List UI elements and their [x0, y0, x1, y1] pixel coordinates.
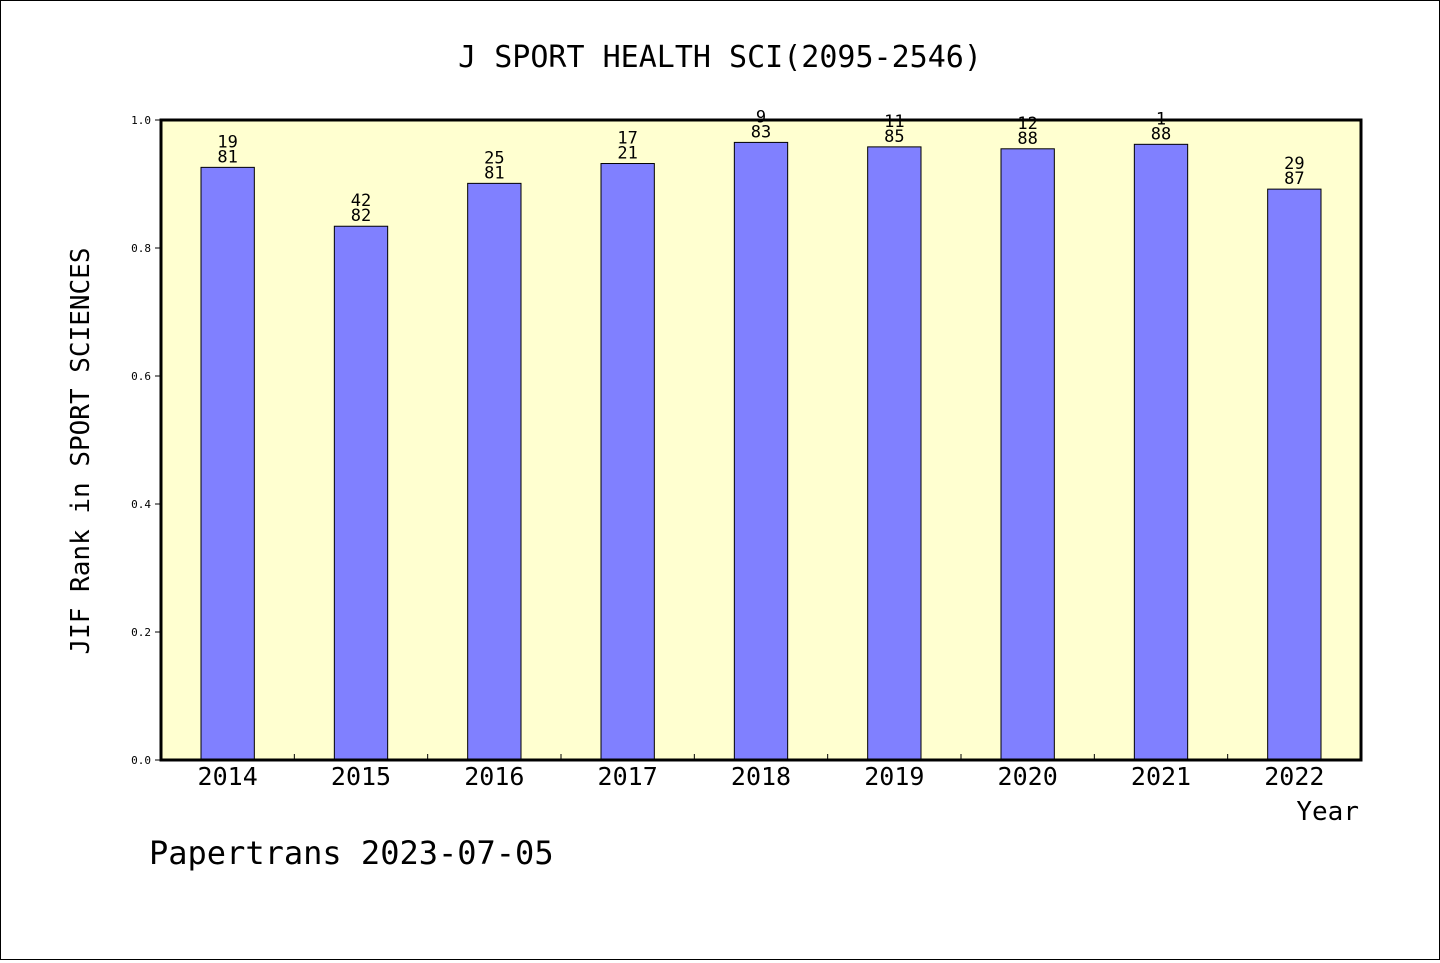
y-tick-label-0.0: 0.0: [131, 754, 151, 767]
x-ticks-group: 2014 2015 2016 2017 2018 2019 2020 2021 2022: [198, 754, 1324, 791]
x-tick-label-2020: 2020: [998, 762, 1058, 791]
bars-group: [200, 141, 1322, 761]
bar-label-bottom-2019: 85: [884, 127, 904, 147]
y-ticks-group: 0.0 0.2 0.4 0.6 0.8 1.0: [131, 114, 161, 767]
x-tick-label-2015: 2015: [331, 762, 391, 791]
bar-label-bottom-2020: 88: [1017, 129, 1037, 149]
x-tick-label-2022: 2022: [1264, 762, 1324, 791]
bar-label-top-2018: 9: [756, 107, 766, 127]
x-tick-label-2021: 2021: [1131, 762, 1191, 791]
bar-label-top-2016: 25: [484, 148, 504, 168]
bar-2016: [467, 182, 522, 761]
bar-2018: [733, 141, 789, 761]
bar-label-bottom-2014: 81: [217, 147, 237, 167]
bar-label-top-2022: 29: [1284, 154, 1304, 174]
x-tick-label-2018: 2018: [731, 762, 791, 791]
bar-2014: [200, 166, 255, 761]
bar-2022: [1267, 188, 1322, 761]
bar-label-bottom-2018: 83: [751, 122, 771, 142]
bar-label-bottom-2017: 21: [617, 144, 637, 164]
x-axis-title: Year: [1296, 797, 1359, 827]
y-tick-label-0.4: 0.4: [131, 498, 151, 511]
bar-2021: [1133, 143, 1189, 761]
bar-2019: [867, 146, 922, 761]
y-tick-label-0.6: 0.6: [131, 370, 151, 383]
bar-label-bottom-2022: 87: [1284, 169, 1304, 189]
bar-label-bottom-2021: 88: [1151, 124, 1171, 144]
chart-title: J SPORT HEALTH SCI(2095-2546): [458, 40, 982, 75]
x-tick-label-2016: 2016: [464, 762, 524, 791]
y-axis-title: JIF Rank in SPORT SCIENCES: [66, 248, 96, 655]
y-tick-label-1.0: 1.0: [131, 114, 151, 127]
footer-date-text: Papertrans 2023-07-05: [149, 834, 554, 872]
bar-label-bottom-2016: 81: [484, 163, 504, 183]
y-tick-label-0.2: 0.2: [131, 626, 151, 639]
bar-2020: [1000, 148, 1055, 761]
plot-frame: [159, 118, 1363, 762]
bar-label-top-2015: 42: [351, 191, 371, 211]
y-tick-label-0.8: 0.8: [131, 242, 151, 255]
bar-label-bottom-2015: 82: [351, 206, 371, 226]
bar-2015: [333, 225, 389, 761]
x-tick-label-2019: 2019: [864, 762, 924, 791]
bar-label-top-2019: 11: [884, 112, 904, 132]
bar-label-top-2017: 17: [617, 129, 637, 149]
x-tick-label-2017: 2017: [598, 762, 658, 791]
x-tick-label-2014: 2014: [198, 762, 258, 791]
bar-label-top-2014: 19: [217, 132, 237, 152]
bar-2017: [600, 163, 655, 761]
